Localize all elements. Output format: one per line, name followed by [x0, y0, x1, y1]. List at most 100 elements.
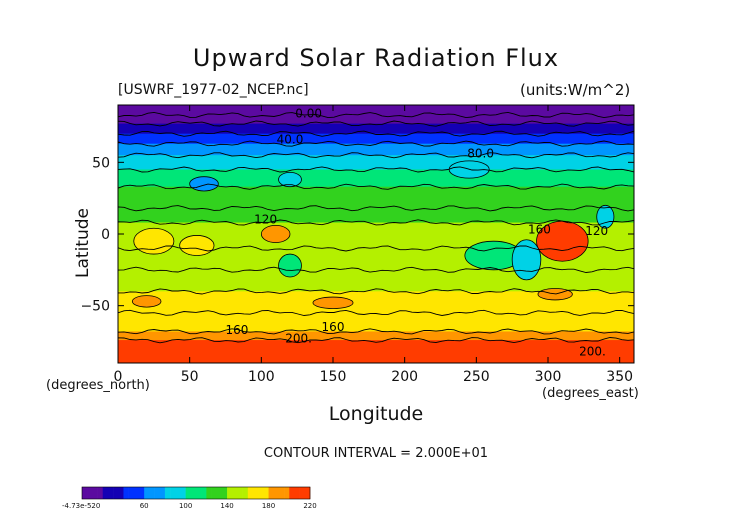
colorbar-swatch — [268, 487, 275, 499]
units-label: (units:W/m^2) — [520, 81, 631, 99]
colorbar: -4.73e-520 60 100 140 180 220 — [62, 486, 317, 510]
zonal-band — [118, 186, 634, 209]
contour-label: 120 — [585, 224, 608, 238]
colorbar-swatch — [273, 487, 280, 499]
colorbar-label: 100 — [179, 502, 192, 510]
colorbar-swatch — [304, 487, 311, 499]
colorbar-swatch — [118, 487, 124, 499]
colorbar-swatch — [133, 487, 140, 499]
field-feature — [312, 296, 354, 309]
colorbar-swatch — [289, 487, 295, 499]
colorbar-swatch — [253, 487, 259, 499]
zonal-band — [118, 143, 634, 156]
heatmap-field — [118, 105, 634, 363]
contour-line — [118, 309, 634, 316]
field-feature — [260, 224, 291, 243]
zonal-band — [118, 340, 634, 363]
contour-line — [118, 140, 634, 147]
zonal-band — [118, 155, 634, 170]
x-tick-label: 200 — [391, 369, 418, 385]
x-tick-label: 0 — [114, 369, 123, 385]
contour-line — [118, 130, 634, 137]
x-axis-label: Longitude — [328, 403, 424, 425]
x-tick-label: 300 — [535, 369, 562, 385]
field-features — [131, 160, 615, 309]
contour-line — [118, 166, 634, 173]
colorbar-swatch — [294, 487, 300, 499]
contour-line — [118, 266, 634, 273]
colorbar-min-label: -4.73e-520 — [62, 502, 100, 510]
zonal-band — [118, 208, 634, 224]
colorbar-swatch — [242, 487, 249, 499]
field-feature — [596, 204, 615, 229]
contour-label: 160 — [528, 223, 551, 237]
colorbar-swatch — [263, 487, 269, 499]
field-feature — [189, 176, 219, 192]
colorbar-swatch — [227, 487, 233, 499]
contour-labels: 0.00 40.0 80.0 120 160 120 160 160 200. 200. — [226, 107, 609, 359]
colorbar-swatch — [180, 487, 186, 499]
x-tick-label: 350 — [606, 369, 633, 385]
zonal-band — [118, 105, 634, 116]
colorbar-swatch — [123, 487, 129, 499]
y-tick-label: 50 — [92, 155, 110, 171]
contour-line — [118, 152, 634, 159]
zonal-band — [118, 115, 634, 125]
colorbar-swatch — [154, 487, 161, 499]
colorbar-swatch — [139, 487, 145, 499]
chart-title: Upward Solar Radiation Flux — [192, 44, 560, 72]
field-feature — [179, 235, 215, 256]
x-unit-label: (degrees_east) — [542, 386, 639, 401]
colorbar-swatch — [196, 487, 202, 499]
colorbar-swatch — [284, 487, 290, 499]
colorbar-swatch — [206, 487, 212, 499]
colorbar-label: 220 — [303, 502, 316, 510]
y-tick-label: 0 — [101, 227, 110, 243]
y-tick-label: −50 — [80, 299, 110, 315]
colorbar-swatch — [128, 487, 135, 499]
colorbar-swatch — [102, 487, 109, 499]
colorbar-swatch — [258, 487, 264, 499]
colorbar-label: 180 — [262, 502, 275, 510]
zonal-band — [118, 269, 634, 292]
field-feature — [133, 227, 175, 255]
zonal-band — [118, 312, 634, 332]
x-tick-label: 150 — [320, 369, 347, 385]
x-tick-label: 100 — [248, 369, 275, 385]
colorbar-swatch — [278, 487, 285, 499]
contour-label: 0.00 — [295, 107, 322, 121]
field-feature — [131, 295, 162, 308]
colorbar-swatch — [113, 487, 119, 499]
contour-label: 40.0 — [277, 132, 304, 146]
colorbar-swatch — [97, 487, 104, 499]
colorbar-swatch — [232, 487, 238, 499]
zonal-band — [118, 133, 634, 145]
contour-label: 160 — [322, 320, 345, 334]
colorbar-swatch — [211, 487, 218, 499]
colorbar-swatch — [170, 487, 176, 499]
contour-label: 120 — [254, 213, 277, 227]
colorbar-swatch — [237, 487, 243, 499]
contour-line — [118, 288, 634, 295]
contour-line — [118, 337, 634, 344]
contour-label: 160 — [226, 323, 249, 337]
colorbar-swatch — [107, 487, 114, 499]
contour-line — [118, 111, 634, 119]
colorbar-label: 60 — [140, 502, 149, 510]
contour-label: 200. — [579, 345, 606, 359]
colorbar-swatch — [247, 487, 254, 499]
colorbar-label: 140 — [220, 502, 233, 510]
contour-label: 200. — [285, 332, 312, 346]
axis-ticks: 0 50 100 150 200 250 300 350 50 0 −50 — [80, 105, 634, 385]
colorbar-swatch — [159, 487, 166, 499]
colorbar-swatch — [190, 487, 197, 499]
contour-line — [118, 245, 634, 252]
colorbar-swatch — [299, 487, 306, 499]
colorbar-swatch — [164, 487, 171, 499]
field-feature — [278, 171, 302, 188]
contour-line — [118, 205, 634, 212]
colorbar-swatch — [92, 487, 98, 499]
colorbar-swatch — [87, 487, 93, 499]
x-tick-label: 50 — [181, 369, 199, 385]
